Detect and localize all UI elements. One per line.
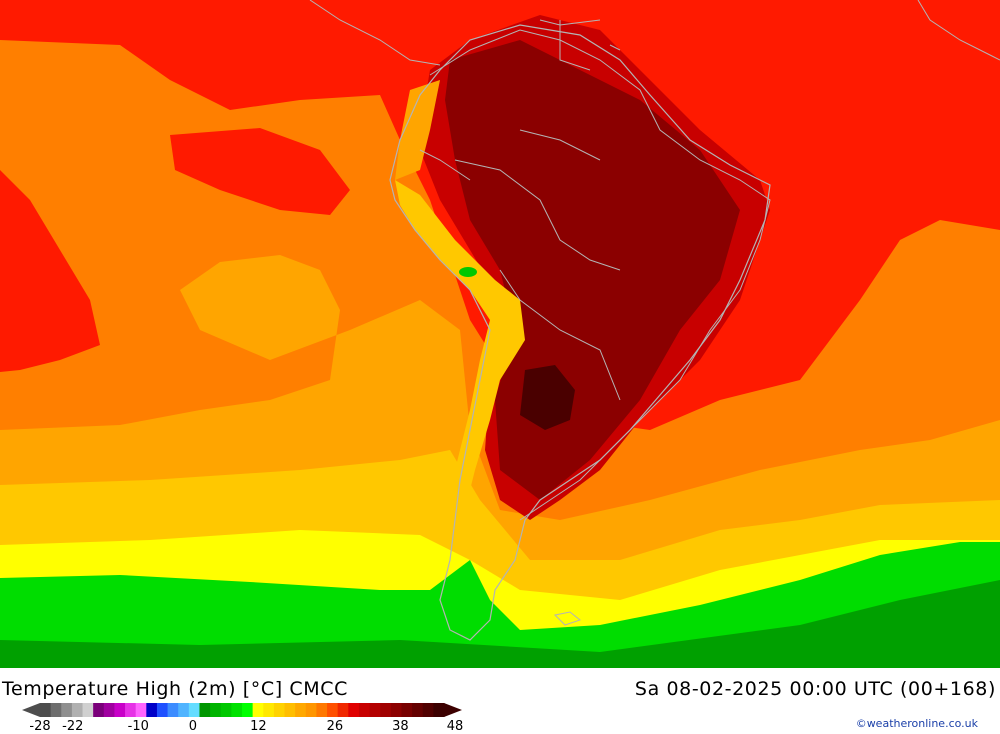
map-datetime: Sa 08-02-2025 00:00 UTC (00+168) xyxy=(634,678,996,700)
sea-warm-patch-west xyxy=(170,128,350,215)
continent-hot-core xyxy=(520,365,575,430)
legend-swatch xyxy=(103,703,115,717)
temperature-map xyxy=(0,0,1000,668)
legend-swatch xyxy=(93,703,105,717)
legend-swatch xyxy=(220,703,232,717)
legend-swatch xyxy=(114,703,126,717)
andes-orange-strip xyxy=(395,80,440,180)
legend-swatch xyxy=(125,703,137,717)
legend-tick-label: -28 xyxy=(29,719,51,734)
africa-coastline xyxy=(917,0,1000,61)
cold-darkgreen-band xyxy=(0,580,1000,668)
legend-swatch xyxy=(146,703,158,717)
legend-swatch xyxy=(50,703,62,717)
south-america-coastline xyxy=(389,24,771,641)
map-title: Temperature High (2m) [°C] CMCC xyxy=(2,678,348,700)
legend-swatch xyxy=(210,703,222,717)
legend-swatch xyxy=(369,703,381,717)
legend-swatch xyxy=(433,703,445,717)
legend-swatch xyxy=(358,703,371,717)
legend-tick-label: 48 xyxy=(446,719,464,734)
legend-swatch xyxy=(401,703,413,717)
legend-swatch xyxy=(199,703,211,717)
legend-tick-label: 0 xyxy=(188,719,198,734)
legend-swatch xyxy=(284,703,296,717)
country-borders xyxy=(419,20,771,521)
central-america-coastline xyxy=(309,0,441,66)
legend-swatch xyxy=(316,703,328,717)
legend-swatch xyxy=(40,703,52,717)
legend-swatch xyxy=(252,703,264,717)
legend-swatch xyxy=(231,703,243,717)
legend-swatch xyxy=(412,703,424,717)
footer xyxy=(0,668,1000,733)
legend-swatch xyxy=(167,703,179,717)
continent-maroon xyxy=(445,40,740,500)
legend-swatch xyxy=(71,703,84,717)
altiplano-green-patch xyxy=(459,267,477,277)
legend-swatch xyxy=(380,703,392,717)
legend-swatch xyxy=(242,703,254,717)
legend-swatch xyxy=(82,703,94,717)
legend-swatch xyxy=(61,703,73,717)
sea-warm-patch-southwest xyxy=(0,170,100,372)
legend-swatch xyxy=(263,703,275,717)
caribbean-islands xyxy=(539,19,621,51)
legend-swatch xyxy=(348,703,360,717)
legend-swatch xyxy=(178,703,190,717)
legend-tick-label: -10 xyxy=(127,719,149,734)
falkland-islands xyxy=(553,611,582,626)
color-legend xyxy=(22,703,462,717)
legend-swatch xyxy=(422,703,434,717)
legend-swatch xyxy=(390,703,402,717)
legend-arrow-high xyxy=(444,703,462,717)
legend-tick-label: 26 xyxy=(326,719,344,734)
legend-tick-label: 12 xyxy=(250,719,267,734)
legend-tick-label: 38 xyxy=(392,719,409,734)
legend-swatch xyxy=(135,703,147,717)
legend-swatch xyxy=(156,703,169,717)
legend-swatch xyxy=(273,703,286,717)
legend-swatch xyxy=(305,703,317,717)
legend-tick-label: -22 xyxy=(62,719,84,734)
andes-yellow-strip xyxy=(395,180,525,510)
legend-arrow-low xyxy=(22,703,40,717)
legend-swatch xyxy=(188,703,200,717)
credit-link[interactable]: ©weatheronline.co.uk xyxy=(855,717,978,730)
legend-swatch xyxy=(327,703,339,717)
legend-swatch xyxy=(337,703,349,717)
legend-swatch xyxy=(295,703,307,717)
